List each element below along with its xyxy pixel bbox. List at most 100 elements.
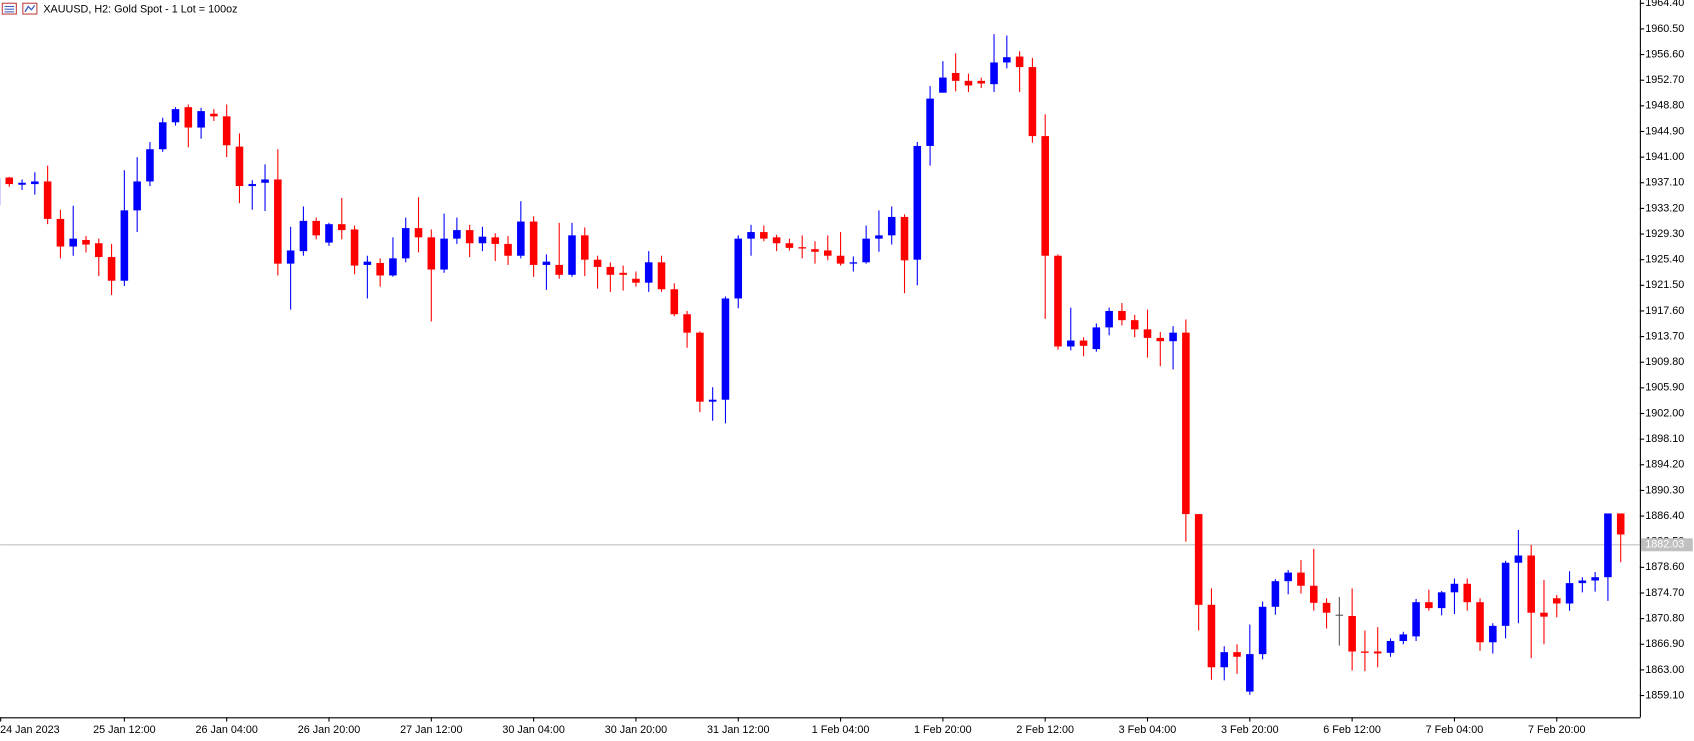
candle-body bbox=[5, 177, 14, 185]
candle-body bbox=[427, 237, 436, 270]
candle-body bbox=[1054, 255, 1062, 347]
y-tick-label: 1937.10 bbox=[1645, 177, 1684, 189]
y-tick-label: 1921.50 bbox=[1645, 279, 1684, 291]
candle-body bbox=[491, 237, 500, 244]
y-tick-label: 1960.50 bbox=[1645, 23, 1684, 35]
candle-body bbox=[120, 210, 129, 281]
candle-body bbox=[133, 181, 141, 211]
candle-body bbox=[517, 221, 525, 256]
candle-body bbox=[18, 182, 26, 185]
y-tick-label: 1925.40 bbox=[1645, 254, 1684, 266]
candle-body bbox=[210, 113, 218, 117]
candle-body bbox=[593, 259, 602, 267]
candle-body bbox=[1348, 615, 1356, 652]
candle-body bbox=[1578, 580, 1587, 584]
candle-body bbox=[1130, 320, 1139, 330]
y-tick-label: 1859.10 bbox=[1645, 689, 1684, 701]
candle-body bbox=[1194, 514, 1203, 605]
candle-body bbox=[261, 179, 269, 183]
y-tick-label: 1878.60 bbox=[1645, 561, 1684, 573]
candle-body bbox=[299, 220, 308, 252]
y-tick-label: 1941.00 bbox=[1645, 151, 1684, 163]
candle-body bbox=[274, 179, 282, 264]
candle-body bbox=[823, 250, 832, 256]
candle-body bbox=[1028, 67, 1037, 137]
candle-body bbox=[913, 145, 922, 260]
candle-body bbox=[632, 278, 640, 283]
candle-body bbox=[1591, 577, 1599, 581]
candle-body bbox=[453, 230, 461, 239]
y-tick-label: 1894.20 bbox=[1645, 459, 1684, 471]
price-label-box bbox=[1640, 538, 1693, 552]
candle-body bbox=[862, 238, 870, 263]
price-label-text: 1882.03 bbox=[1645, 539, 1684, 551]
candle-body bbox=[1297, 572, 1305, 586]
y-tick-label: 1902.00 bbox=[1645, 407, 1684, 419]
candle-body bbox=[657, 262, 666, 290]
candle-body bbox=[644, 262, 653, 283]
candle-body bbox=[337, 224, 346, 231]
candle-body bbox=[1514, 555, 1523, 563]
candle-body bbox=[977, 80, 986, 84]
candle-body bbox=[1003, 57, 1011, 63]
candle-body bbox=[1373, 651, 1382, 654]
candle-body bbox=[1604, 513, 1612, 578]
candle-body bbox=[619, 272, 627, 275]
candle-body bbox=[939, 77, 947, 93]
candle-body bbox=[107, 257, 116, 281]
candle-body bbox=[1335, 614, 1344, 616]
candle-body bbox=[555, 264, 563, 275]
candle-body bbox=[171, 109, 180, 123]
candle-body bbox=[1361, 651, 1369, 653]
candle-body bbox=[836, 255, 845, 264]
candle-body bbox=[683, 314, 691, 333]
price-label: 1882.03 bbox=[1640, 538, 1693, 552]
x-tick-label: 26 Jan 20:00 bbox=[298, 724, 360, 736]
x-tick-label: 30 Jan 04:00 bbox=[502, 724, 564, 736]
candle-body bbox=[1118, 310, 1126, 321]
y-tick-label: 1870.80 bbox=[1645, 612, 1684, 624]
candle-body bbox=[606, 266, 615, 275]
candle-body bbox=[708, 399, 717, 402]
y-tick-label: 1933.20 bbox=[1645, 202, 1684, 214]
y-tick-label: 1863.00 bbox=[1645, 664, 1684, 676]
x-tick-label: 27 Jan 12:00 bbox=[400, 724, 462, 736]
y-tick-label: 1905.90 bbox=[1645, 382, 1684, 394]
y-tick-label: 1952.70 bbox=[1645, 74, 1684, 86]
candle-body bbox=[1284, 572, 1292, 582]
y-tick-label: 1874.70 bbox=[1645, 587, 1684, 599]
y-tick-label: 1917.60 bbox=[1645, 305, 1684, 317]
candle-body bbox=[1412, 602, 1420, 637]
candle-body bbox=[951, 72, 960, 81]
candle-body bbox=[1233, 652, 1241, 657]
candle-body bbox=[401, 228, 410, 259]
y-tick-label: 1866.90 bbox=[1645, 638, 1684, 650]
y-tick-label: 1886.40 bbox=[1645, 510, 1684, 522]
x-tick-label: 30 Jan 20:00 bbox=[605, 724, 667, 736]
chart-icon bbox=[1, 2, 38, 15]
candle-body bbox=[43, 181, 52, 219]
y-tick-label: 1909.80 bbox=[1645, 356, 1684, 368]
candle-body bbox=[1220, 652, 1229, 668]
candle-body bbox=[529, 221, 538, 265]
candle-body bbox=[1540, 612, 1548, 617]
candle-body bbox=[1399, 634, 1408, 641]
candle-body bbox=[1437, 592, 1446, 609]
candle-body bbox=[325, 224, 333, 243]
candle-body bbox=[542, 261, 551, 265]
candle-body bbox=[1322, 602, 1331, 613]
candle-body bbox=[1041, 136, 1049, 256]
candle-body bbox=[286, 250, 295, 264]
candle-body bbox=[414, 228, 423, 238]
x-tick-label: 31 Jan 12:00 bbox=[707, 724, 769, 736]
x-tick-label: 1 Feb 20:00 bbox=[914, 724, 972, 736]
candle-body bbox=[670, 289, 679, 315]
candle-body bbox=[1476, 602, 1484, 643]
x-tick-label: 7 Feb 20:00 bbox=[1528, 724, 1586, 736]
candle-body bbox=[1258, 606, 1267, 655]
x-tick-label: 6 Feb 12:00 bbox=[1323, 724, 1381, 736]
candle-body bbox=[721, 298, 730, 400]
y-tick-label: 1948.80 bbox=[1645, 100, 1684, 112]
y-tick-label: 1944.90 bbox=[1645, 125, 1684, 137]
candle-body bbox=[747, 232, 755, 239]
